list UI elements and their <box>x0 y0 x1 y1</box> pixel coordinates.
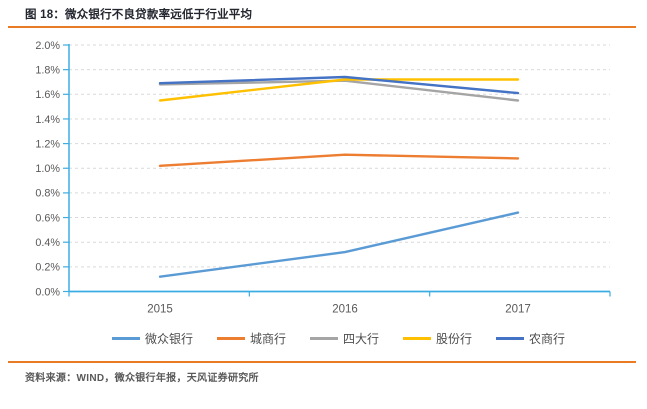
series-line-农商行 <box>158 75 520 95</box>
legend-label: 股份行 <box>436 331 473 346</box>
series-line-城商行 <box>158 153 520 168</box>
y-axis-label: 1.4% <box>35 114 60 126</box>
legend-label: 农商行 <box>529 331 566 346</box>
legend-item-城商行: 城商行 <box>216 330 286 347</box>
legend-item-微众银行: 微众银行 <box>111 330 193 347</box>
legend-swatch <box>403 336 431 340</box>
legend-label: 城商行 <box>249 331 286 346</box>
series-line-股份行 <box>158 78 520 102</box>
y-axis-label: 1.6% <box>35 89 60 101</box>
legend-label: 四大行 <box>342 331 379 346</box>
y-axis-label: 0.2% <box>35 262 60 274</box>
x-axis-label: 2016 <box>332 304 358 316</box>
x-axis-label: 2015 <box>147 304 173 316</box>
legend-label: 微众银行 <box>144 331 193 346</box>
title-divider <box>8 26 636 28</box>
series-line-四大行 <box>158 79 520 102</box>
legend-swatch <box>216 336 245 340</box>
footer-divider <box>8 361 636 363</box>
chart-legend: 微众银行 城商行 四大行 股份行 农商行 <box>0 329 647 347</box>
y-axis-label: 0.0% <box>35 286 60 298</box>
y-axis-label: 0.4% <box>35 237 60 249</box>
figure-title: 图 18：微众银行不良贷款率远低于行业平均 <box>25 9 253 21</box>
y-axis-label: 1.0% <box>35 163 60 175</box>
source-note: 资料来源：WIND，微众银行年报，天风证券研究所 <box>25 373 259 384</box>
y-axis-label: 0.6% <box>35 212 60 224</box>
series-line-微众银行 <box>158 211 520 278</box>
y-axis-label: 2.0% <box>35 40 60 52</box>
legend-swatch <box>111 336 140 340</box>
legend-item-农商行: 农商行 <box>496 330 565 347</box>
x-axis-label: 2017 <box>505 304 531 316</box>
y-axis-label: 1.2% <box>35 138 60 150</box>
legend-swatch <box>496 336 525 340</box>
y-axis-label: 1.8% <box>35 64 60 76</box>
legend-item-股份行: 股份行 <box>403 330 472 347</box>
y-axis-label: 0.8% <box>35 188 60 200</box>
legend-item-四大行: 四大行 <box>309 330 379 347</box>
legend-swatch <box>309 336 338 340</box>
